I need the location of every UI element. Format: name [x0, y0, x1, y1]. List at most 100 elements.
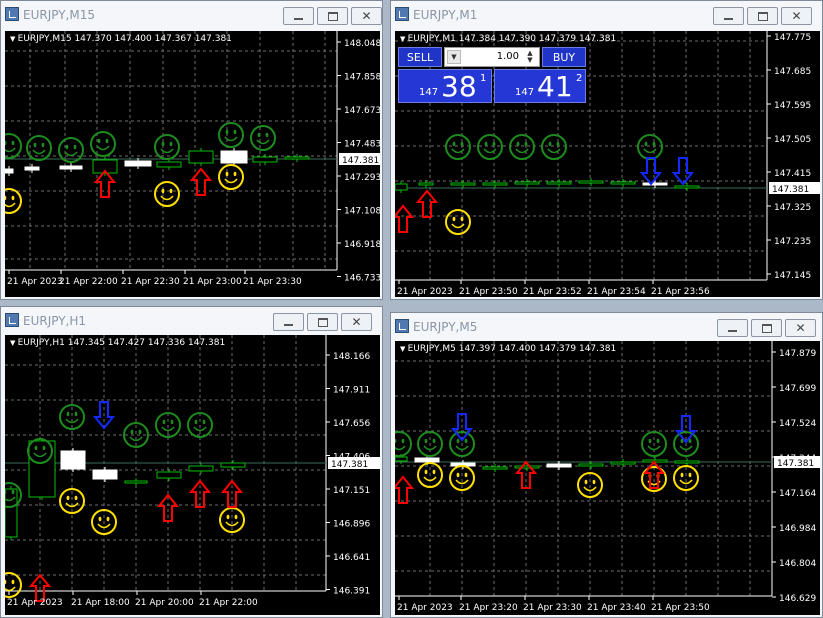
chart-canvas[interactable]: 147.879147.699147.524147.344147.164146.9… — [395, 341, 820, 615]
candlestick — [610, 181, 636, 185]
candlestick — [414, 457, 440, 463]
candlestick — [395, 456, 408, 462]
candlestick — [514, 181, 540, 185]
chart-window-m15[interactable]: EURJPY,M15 ✕ 148.048 147.858 147.673 147.48… — [0, 0, 383, 300]
price-label: 147.483 — [344, 140, 380, 150]
price-chart[interactable]: 148.166147.911147.656147.406147.151146.8… — [5, 335, 380, 615]
buy-price-quote[interactable]: 147 41 2 — [494, 69, 586, 103]
close-button[interactable]: ✕ — [341, 313, 372, 331]
window-titlebar[interactable]: EURJPY,M5 ✕ — [391, 313, 822, 341]
buy-button[interactable]: BUY — [542, 47, 586, 67]
chart-canvas[interactable]: 148.166147.911147.656147.406147.151146.8… — [5, 335, 380, 615]
window-titlebar[interactable]: EURJPY,M1 ✕ — [391, 1, 822, 29]
current-price-badge — [774, 456, 820, 468]
current-price-badge — [339, 153, 380, 165]
chart-label: EURJPY,M1 147.384 147.390 147.379 147.38… — [400, 34, 617, 44]
buy-price-fraction: 2 — [576, 73, 583, 84]
candlestick — [92, 469, 118, 480]
down-arrow-signal-icon — [450, 413, 474, 442]
time-label: 21 Apr 23:40 — [587, 603, 646, 613]
price-label: 146.629 — [779, 594, 816, 604]
candlestick — [284, 156, 310, 160]
up-arrow-signal-icon — [395, 475, 415, 504]
price-chart[interactable]: 147.775 147.685 147.595 147.505 147.415 147.3… — [395, 31, 820, 297]
chart-label: EURJPY,M15 147.370 147.400 147.367 147.3… — [10, 34, 232, 44]
candlestick — [156, 471, 182, 479]
down-arrow-signal-icon — [92, 401, 116, 430]
green-smiley-signal-icon — [5, 133, 22, 159]
candlestick — [124, 160, 152, 167]
green-smiley-signal-icon — [477, 134, 503, 160]
green-smiley-signal-icon — [445, 134, 471, 160]
maximize-button[interactable] — [751, 319, 782, 337]
sell-price-quote[interactable]: 147 38 1 — [398, 69, 492, 103]
window-titlebar[interactable]: EURJPY,M15 ✕ — [1, 1, 382, 29]
close-button[interactable]: ✕ — [351, 7, 382, 25]
up-arrow-signal-icon — [188, 479, 212, 508]
time-label: 21 Apr 23:52 — [523, 287, 582, 297]
candlestick — [60, 450, 86, 470]
price-label: 147.151 — [333, 486, 370, 496]
candlestick — [578, 463, 604, 467]
green-smiley-signal-icon — [449, 431, 475, 457]
close-icon: ✕ — [351, 315, 362, 329]
window-title: EURJPY,M5 — [413, 320, 478, 334]
up-arrow-signal-icon — [156, 493, 180, 522]
price-label: 147.524 — [779, 419, 816, 429]
lot-size-field[interactable]: ▼ 1.00 ▲ ▼ — [444, 47, 540, 67]
candlestick — [546, 181, 572, 185]
price-chart[interactable]: 148.048 147.858 147.673 147.483 147.293 147.1… — [5, 31, 380, 297]
green-smiley-signal-icon — [541, 134, 567, 160]
minimize-icon — [284, 8, 313, 24]
candlestick — [92, 159, 118, 174]
green-smiley-signal-icon — [395, 431, 412, 457]
price-label: 146.804 — [779, 559, 816, 569]
window-titlebar[interactable]: EURJPY,H1 ✕ — [1, 307, 382, 335]
minimize-button[interactable] — [713, 7, 744, 25]
minimize-button[interactable] — [283, 7, 314, 25]
minimize-button[interactable] — [717, 319, 748, 337]
close-button[interactable]: ✕ — [785, 319, 816, 337]
maximize-button[interactable] — [307, 313, 338, 331]
yellow-smiley-signal-icon — [91, 509, 117, 535]
down-arrow-signal-icon — [639, 157, 663, 186]
close-icon: ✕ — [791, 9, 802, 23]
candlestick — [395, 183, 408, 191]
candlestick — [674, 460, 700, 464]
current-price-label: 147.381 — [331, 460, 368, 470]
current-price-label: 147.381 — [777, 459, 814, 469]
sell-button[interactable]: SELL — [398, 47, 442, 67]
chart-window-h1[interactable]: EURJPY,H1 ✕ 148.166147.911147.656147.406… — [0, 306, 383, 618]
chart-window-m1[interactable]: EURJPY,M1 ✕ 147.775 147.685 147.595 147.505… — [390, 0, 823, 300]
time-label: 21 Apr 23:00 — [183, 277, 242, 287]
lot-size-value: 1.00 — [496, 51, 519, 62]
minimize-button[interactable] — [273, 313, 304, 331]
buy-price-prefix: 147 — [515, 87, 535, 98]
green-smiley-signal-icon — [673, 431, 699, 457]
chart-canvas[interactable]: 148.048 147.858 147.673 147.483 147.293 147.1… — [5, 31, 380, 297]
price-label: 146.984 — [779, 524, 816, 534]
lot-dropdown-icon[interactable]: ▼ — [447, 50, 461, 64]
window-title: EURJPY,M15 — [23, 8, 95, 22]
chart-window-m5[interactable]: EURJPY,M5 ✕ 147.879147.699147.524147.344… — [390, 312, 823, 618]
sell-price-prefix: 147 — [419, 87, 439, 98]
time-label: 21 Apr 2023 — [7, 598, 63, 608]
time-label: 21 Apr 22:00 — [199, 598, 258, 608]
down-arrow-signal-icon — [674, 415, 698, 444]
current-price-label: 147.381 — [342, 156, 379, 166]
chart-window-icon — [5, 313, 19, 327]
maximize-button[interactable] — [747, 7, 778, 25]
chart-label: EURJPY,H1 147.345 147.427 147.336 147.38… — [10, 338, 226, 348]
maximize-button[interactable] — [317, 7, 348, 25]
candlestick — [59, 165, 83, 170]
price-chart[interactable]: 147.879147.699147.524147.344147.164146.9… — [395, 341, 820, 615]
chart-window-icon — [5, 7, 19, 21]
candlestick — [24, 166, 40, 171]
yellow-smiley-signal-icon — [5, 188, 22, 214]
green-smiley-signal-icon — [417, 431, 443, 457]
lot-spinner-icon[interactable]: ▲ ▼ — [527, 49, 533, 64]
time-label: 21 Apr 2023 — [397, 603, 453, 613]
up-arrow-signal-icon — [28, 573, 52, 602]
time-label: 21 Apr 2023 — [397, 287, 453, 297]
close-button[interactable]: ✕ — [781, 7, 812, 25]
